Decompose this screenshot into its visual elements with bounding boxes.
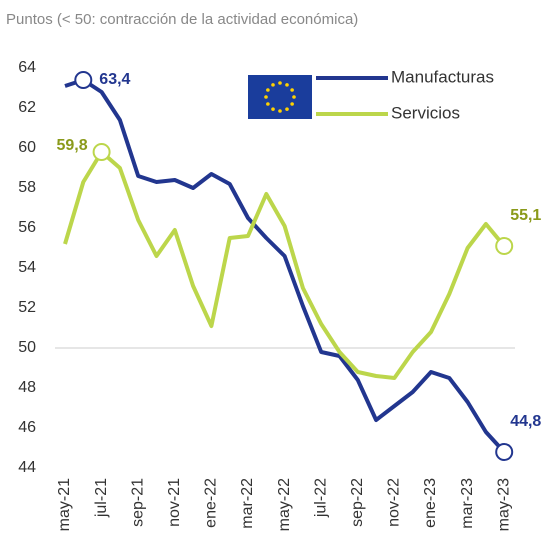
- x-tick-label: jul-21: [93, 478, 110, 518]
- x-tick-label: jul-22: [312, 478, 329, 518]
- highlight-marker: [74, 71, 93, 89]
- y-tick-label: 54: [18, 259, 36, 276]
- y-tick-label: 52: [18, 299, 36, 316]
- data-label: 55,1: [510, 207, 541, 224]
- series-line: [63, 150, 506, 380]
- x-tick-label: may-23: [495, 478, 512, 531]
- y-tick-label: 58: [18, 179, 36, 196]
- highlight-marker: [495, 237, 514, 255]
- series-line: [64, 78, 506, 454]
- x-tick-label: mar-22: [239, 478, 256, 529]
- flag-star: [278, 81, 282, 85]
- flag-star: [285, 83, 289, 87]
- chart-subtitle: Puntos (< 50: contracción de la activida…: [6, 11, 358, 28]
- legend-label: Servicios: [391, 103, 460, 122]
- flag-star: [290, 102, 294, 106]
- y-tick-label: 56: [18, 219, 36, 236]
- flag-star: [266, 102, 270, 106]
- x-tick-label: may-21: [56, 478, 73, 531]
- flag-star: [278, 109, 282, 113]
- x-tick-label: nov-21: [166, 478, 183, 527]
- y-tick-label: 44: [18, 459, 36, 476]
- y-tick-label: 46: [18, 419, 36, 436]
- flag-star: [271, 83, 275, 87]
- x-tick-label: nov-22: [386, 478, 403, 527]
- x-tick-label: ene-22: [203, 478, 220, 528]
- x-tick-label: may-22: [276, 478, 293, 531]
- y-tick-label: 64: [18, 59, 36, 76]
- x-tick-label: sep-21: [129, 478, 146, 527]
- highlight-marker: [92, 143, 111, 161]
- x-tick-label: mar-23: [459, 478, 476, 529]
- x-tick-label: ene-23: [422, 478, 439, 528]
- y-tick-label: 62: [18, 99, 36, 116]
- flag-star: [271, 107, 275, 111]
- flag-star: [292, 95, 296, 99]
- y-tick-label: 48: [18, 379, 36, 396]
- data-label: 63,4: [99, 71, 130, 88]
- eu-flag: [248, 75, 312, 119]
- flag-star: [266, 88, 270, 92]
- legend-label: Manufacturas: [391, 67, 494, 86]
- flag-star: [290, 88, 294, 92]
- data-label: 59,8: [56, 137, 87, 154]
- y-tick-label: 60: [18, 139, 36, 156]
- x-tick-label: sep-22: [349, 478, 366, 527]
- flag-star: [285, 107, 289, 111]
- highlight-marker: [495, 443, 514, 461]
- y-tick-label: 50: [18, 339, 36, 356]
- flag-star: [264, 95, 268, 99]
- data-label: 44,8: [510, 413, 541, 430]
